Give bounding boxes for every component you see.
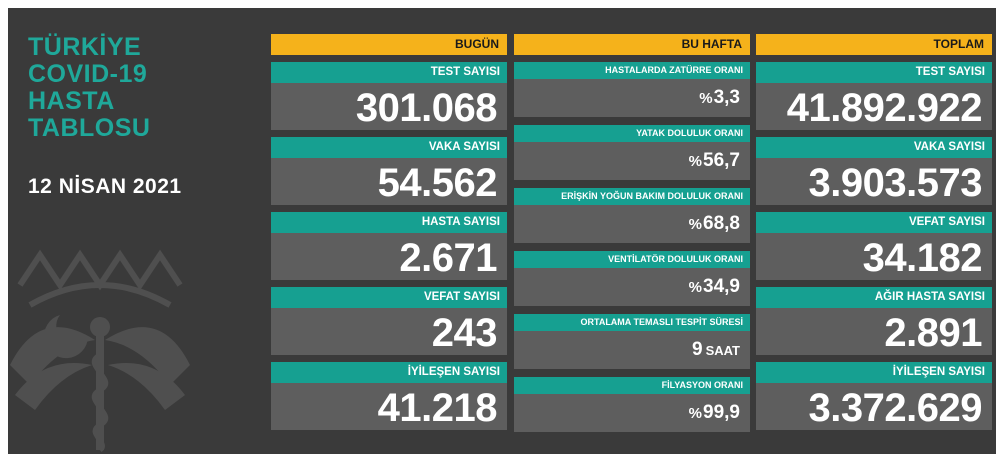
value-unit: SAAT bbox=[705, 343, 740, 358]
report-date: 12 NİSAN 2021 bbox=[28, 175, 182, 198]
today-test-card: TEST SAYISI 301.068 bbox=[271, 62, 507, 130]
today-case-card: VAKA SAYISI 54.562 bbox=[271, 137, 507, 205]
card-label: TEST SAYISI bbox=[756, 62, 992, 83]
card-value: 2.671 bbox=[271, 233, 507, 280]
week-contact-time-card: ORTALAMA TEMASLI TESPİT SÜRESİ 9 SAAT bbox=[514, 314, 750, 369]
percent-sign: % bbox=[688, 153, 703, 170]
value-number: 34,9 bbox=[703, 276, 740, 297]
card-value: 54.562 bbox=[271, 158, 507, 205]
today-patient-card: HASTA SAYISI 2.671 bbox=[271, 212, 507, 280]
card-label: VEFAT SAYISI bbox=[756, 212, 992, 233]
card-label: ERİŞKİN YOĞUN BAKIM DOLULUK ORANI bbox=[514, 188, 750, 205]
card-label: TEST SAYISI bbox=[271, 62, 507, 83]
ministry-emblem-icon bbox=[10, 249, 190, 453]
card-label: ORTALAMA TEMASLI TESPİT SÜRESİ bbox=[514, 314, 750, 331]
card-label: FİLYASYON ORANI bbox=[514, 377, 750, 394]
card-value: 2.891 bbox=[756, 308, 992, 355]
title-line: COVID-19 bbox=[28, 60, 148, 88]
value-number: 68,8 bbox=[703, 213, 740, 234]
percent-sign: % bbox=[699, 90, 713, 107]
card-label: HASTALARDA ZATÜRRE ORANI bbox=[514, 62, 750, 79]
week-icu-card: ERİŞKİN YOĞUN BAKIM DOLULUK ORANI %68,8 bbox=[514, 188, 750, 243]
card-label: İYİLEŞEN SAYISI bbox=[271, 362, 507, 383]
week-filiation-card: FİLYASYON ORANI %99,9 bbox=[514, 377, 750, 432]
total-column: TOPLAM bbox=[756, 34, 992, 55]
today-header: BUGÜN bbox=[271, 34, 507, 55]
value-number: 56,7 bbox=[703, 150, 740, 171]
card-value: 3.372.629 bbox=[756, 383, 992, 430]
title-line: TÜRKİYE bbox=[28, 33, 142, 61]
week-column: BU HAFTA bbox=[514, 34, 750, 55]
card-value: %56,7 bbox=[514, 142, 750, 180]
total-test-card: TEST SAYISI 41.892.922 bbox=[756, 62, 992, 130]
card-value: %34,9 bbox=[514, 268, 750, 306]
total-recovered-card: İYİLEŞEN SAYISI 3.372.629 bbox=[756, 362, 992, 430]
total-critical-card: AĞIR HASTA SAYISI 2.891 bbox=[756, 287, 992, 355]
percent-sign: % bbox=[688, 216, 703, 233]
week-ventilator-card: VENTİLATÖR DOLULUK ORANI %34,9 bbox=[514, 251, 750, 306]
card-value: %68,8 bbox=[514, 205, 750, 243]
card-value: 41.892.922 bbox=[756, 83, 992, 130]
week-pneumonia-card: HASTALARDA ZATÜRRE ORANI %3,3 bbox=[514, 62, 750, 117]
today-recovered-card: İYİLEŞEN SAYISI 41.218 bbox=[271, 362, 507, 430]
percent-sign: % bbox=[688, 405, 703, 422]
title-line: TABLOSU bbox=[28, 114, 151, 142]
card-value: 243 bbox=[271, 308, 507, 355]
card-label: VAKA SAYISI bbox=[271, 137, 507, 158]
week-bed-card: YATAK DOLULUK ORANI %56,7 bbox=[514, 125, 750, 180]
week-header: BU HAFTA bbox=[514, 34, 750, 55]
card-value: 34.182 bbox=[756, 233, 992, 280]
card-value: 301.068 bbox=[271, 83, 507, 130]
card-value: 9 SAAT bbox=[514, 331, 750, 369]
card-label: VEFAT SAYISI bbox=[271, 287, 507, 308]
card-value: %99,9 bbox=[514, 394, 750, 432]
page-title: TÜRKİYE COVID-19 HASTA TABLOSU bbox=[28, 34, 150, 142]
card-value: 3.903.573 bbox=[756, 158, 992, 205]
total-death-card: VEFAT SAYISI 34.182 bbox=[756, 212, 992, 280]
card-label: İYİLEŞEN SAYISI bbox=[756, 362, 992, 383]
card-label: HASTA SAYISI bbox=[271, 212, 507, 233]
total-case-card: VAKA SAYISI 3.903.573 bbox=[756, 137, 992, 205]
card-value: 41.218 bbox=[271, 383, 507, 430]
total-header: TOPLAM bbox=[756, 34, 992, 55]
card-value: %3,3 bbox=[514, 79, 750, 117]
card-label: YATAK DOLULUK ORANI bbox=[514, 125, 750, 142]
value-number: 99,9 bbox=[703, 402, 740, 423]
percent-sign: % bbox=[688, 279, 703, 296]
today-death-card: VEFAT SAYISI 243 bbox=[271, 287, 507, 355]
value-number: 3,3 bbox=[713, 87, 740, 108]
title-line: HASTA bbox=[28, 87, 115, 115]
today-column: BUGÜN bbox=[271, 34, 507, 55]
card-label: VAKA SAYISI bbox=[756, 137, 992, 158]
card-label: AĞIR HASTA SAYISI bbox=[756, 287, 992, 308]
card-label: VENTİLATÖR DOLULUK ORANI bbox=[514, 251, 750, 268]
value-number: 9 bbox=[691, 339, 703, 360]
